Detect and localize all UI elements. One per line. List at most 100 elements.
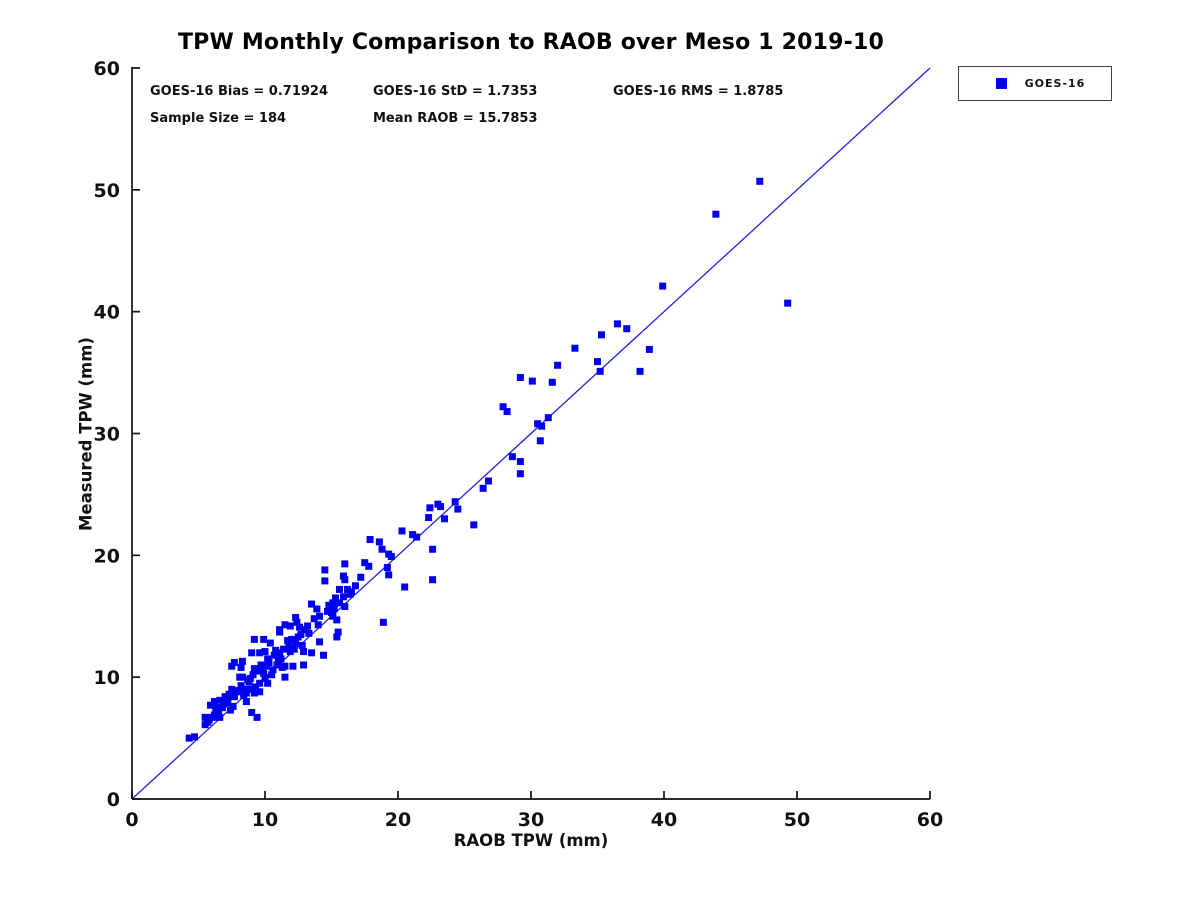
data-point [429, 576, 437, 584]
data-point [401, 583, 409, 591]
y-tick-label: 30 [94, 424, 120, 446]
data-point [226, 706, 234, 714]
data-point [470, 521, 478, 529]
data-point [339, 572, 347, 580]
data-point [296, 623, 304, 631]
data-point [248, 708, 256, 716]
data-point [300, 661, 308, 669]
data-point [261, 674, 269, 682]
data-point [321, 566, 329, 574]
y-axis-label: Measured TPW (mm) [76, 337, 96, 531]
stat-mean-raob: Mean RAOB = 15.7853 [373, 111, 538, 126]
data-point [256, 679, 264, 687]
data-point [516, 470, 524, 478]
data-point [335, 585, 343, 593]
data-point [249, 671, 257, 679]
data-point [261, 648, 269, 656]
x-tick-label: 40 [651, 809, 677, 831]
x-tick-label: 60 [917, 809, 943, 831]
data-point [276, 626, 284, 634]
data-point [335, 599, 343, 607]
data-point [216, 696, 224, 704]
data-point [212, 706, 220, 714]
data-point [516, 373, 524, 381]
legend-label: GOES-16 [1024, 77, 1086, 90]
data-point [238, 657, 246, 665]
legend: GOES-16 [958, 66, 1112, 101]
y-tick-label: 60 [94, 58, 120, 80]
data-point [329, 599, 337, 607]
data-point [270, 651, 278, 659]
chart-title: TPW Monthly Comparison to RAOB over Meso… [177, 30, 885, 55]
data-point [301, 626, 309, 634]
data-point [484, 477, 492, 485]
data-point [383, 564, 391, 572]
data-point [220, 700, 228, 708]
data-point [712, 210, 720, 218]
data-point [325, 601, 333, 609]
data-point [216, 713, 224, 721]
data-point [284, 637, 292, 645]
data-point [437, 503, 445, 511]
data-point [294, 633, 302, 641]
data-point [185, 734, 193, 742]
data-point [333, 616, 341, 624]
data-point [538, 422, 546, 430]
data-point [210, 711, 218, 719]
data-point [528, 377, 536, 385]
data-point [256, 688, 264, 696]
data-point [320, 651, 328, 659]
data-point [225, 690, 233, 698]
data-point [264, 655, 272, 663]
data-point [548, 378, 556, 386]
data-point [265, 659, 273, 667]
data-point [228, 685, 236, 693]
data-point [328, 609, 335, 617]
x-tick-label: 0 [125, 809, 138, 831]
data-point [304, 622, 312, 630]
x-tick-label: 30 [518, 809, 544, 831]
data-point [205, 716, 213, 724]
data-point [308, 649, 316, 657]
data-point [248, 649, 256, 657]
data-point [273, 661, 281, 669]
data-point [554, 361, 562, 369]
data-point [253, 713, 261, 721]
data-point [597, 331, 605, 339]
data-point [230, 693, 238, 701]
data-point [248, 685, 256, 693]
data-point [508, 453, 516, 461]
data-point [246, 674, 254, 682]
data-point [636, 367, 644, 375]
data-point [293, 618, 301, 626]
data-point [499, 403, 507, 411]
data-point [292, 613, 300, 621]
stat-rms: GOES-16 RMS = 1.8785 [613, 84, 784, 99]
data-point [288, 635, 296, 643]
data-point [274, 657, 282, 665]
data-point [596, 367, 604, 375]
data-point [314, 621, 322, 629]
data-point [544, 414, 552, 422]
data-point [298, 641, 306, 649]
y-tick-label: 20 [94, 545, 120, 567]
data-point [451, 498, 459, 506]
data-point [324, 607, 332, 615]
data-point [659, 282, 667, 290]
data-point [313, 605, 321, 613]
data-point [341, 560, 349, 568]
data-point [375, 538, 383, 546]
data-point [300, 648, 308, 656]
data-point [289, 662, 297, 670]
data-point [252, 683, 260, 691]
data-point [264, 679, 272, 687]
data-point [250, 635, 258, 643]
data-point [645, 345, 653, 353]
data-point [256, 649, 264, 657]
data-point [272, 646, 280, 654]
data-point [218, 704, 226, 712]
y-tick-label: 50 [94, 180, 120, 202]
x-tick-label: 50 [784, 809, 810, 831]
data-point [623, 325, 631, 333]
data-point [333, 633, 341, 641]
